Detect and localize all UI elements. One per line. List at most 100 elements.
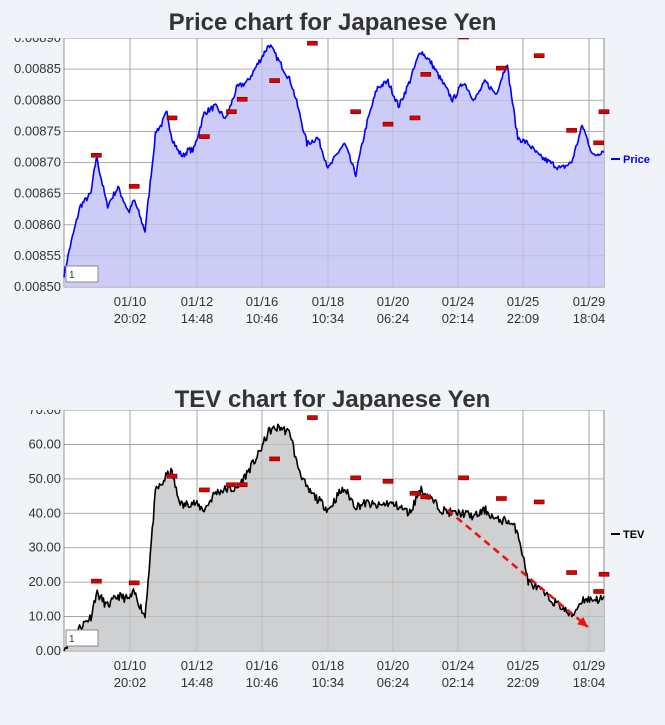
trend-arrow-line [446, 508, 589, 628]
event-marker [91, 152, 102, 158]
event-marker [382, 479, 394, 484]
range-box-label: 1 [69, 634, 75, 645]
event-marker [199, 487, 210, 493]
x-tick-label: 06:24 [377, 311, 410, 326]
x-tick-label: 01/16 [246, 294, 279, 309]
event-marker [166, 473, 178, 479]
range-box [65, 629, 99, 647]
event-marker [350, 475, 361, 481]
x-tick-label: 01/24 [442, 294, 475, 309]
trend-arrow-head [577, 616, 588, 627]
y-tick-label: 0.00880 [14, 92, 61, 107]
y-tick-label: 0.00855 [14, 248, 61, 263]
x-tick-label: 01/25 [507, 658, 540, 673]
series-line [63, 44, 605, 278]
event-marker [91, 578, 102, 584]
event-marker [269, 456, 280, 462]
event-marker [269, 78, 280, 83]
x-tick-label: 02:14 [442, 311, 475, 326]
event-marker [307, 415, 318, 420]
event-marker [166, 115, 178, 121]
event-marker [128, 184, 140, 189]
y-tick-label: 0.00885 [14, 61, 61, 76]
series-line [63, 423, 605, 652]
y-tick-label: 40.00 [28, 505, 61, 520]
price-chart: 0.00850 0.00855 0.00860 0.00865 0.00870 0.008… [14, 38, 650, 326]
event-marker [236, 482, 248, 488]
y-tick-label: 50.00 [28, 471, 61, 486]
series-area-fill [64, 45, 604, 287]
event-marker [420, 494, 432, 500]
y-tick-label: 0.00890 [14, 38, 61, 45]
x-tick-label: 18:04 [573, 311, 606, 326]
x-tick-label: 14:48 [181, 311, 214, 326]
x-tick-label: 01/10 [114, 294, 147, 309]
x-tick-label: 01/25 [507, 294, 540, 309]
range-box [65, 265, 99, 283]
price-chart-title: Price chart for Japanese Yen [168, 9, 497, 36]
event-marker [128, 580, 140, 586]
x-tick-label: 10:46 [246, 675, 279, 690]
y-tick-label: 10.00 [28, 609, 61, 624]
event-marker [350, 109, 361, 114]
event-marker [496, 496, 507, 501]
x-tick-label: 01/29 [573, 658, 606, 673]
x-tick-label: 10:34 [312, 311, 345, 326]
x-tick-label: 18:04 [573, 675, 606, 690]
x-tick-label: 20:02 [114, 675, 147, 690]
x-tick-label: 20:02 [114, 311, 147, 326]
x-tick-label: 10:34 [312, 675, 345, 690]
y-tick-label: 0.00865 [14, 186, 61, 201]
x-tick-label: 01/12 [181, 658, 214, 673]
event-marker [382, 121, 394, 127]
tev-chart: 0.00 10.00 20.00 30.00 40.00 50.00 60.00 70.00 0… [28, 410, 645, 690]
tev-chart-title: TEV chart for Japanese Yen [174, 386, 491, 413]
x-tick-label: 22:09 [507, 675, 540, 690]
x-tick-label: 02:14 [442, 675, 475, 690]
event-marker [598, 571, 610, 577]
event-marker [533, 499, 545, 505]
x-tick-label: 01/16 [246, 658, 279, 673]
y-tick-label: 0.00870 [14, 155, 61, 170]
event-marker [226, 109, 237, 114]
x-tick-label: 01/18 [312, 294, 345, 309]
x-tick-label: 22:09 [507, 311, 540, 326]
y-tick-label: 0.00875 [14, 123, 61, 138]
y-tick-label: 0.00850 [14, 279, 61, 294]
event-marker [420, 72, 432, 77]
event-marker [458, 38, 469, 40]
event-marker [593, 589, 604, 594]
y-tick-label: 30.00 [28, 540, 61, 555]
event-marker [496, 65, 507, 71]
x-tick-label: 01/20 [377, 658, 410, 673]
x-tick-label: 06:24 [377, 675, 410, 690]
x-tick-label: 01/10 [114, 658, 147, 673]
legend-label: TEV [623, 529, 645, 541]
x-tick-label: 01/12 [181, 294, 214, 309]
y-tick-label: 20.00 [28, 574, 61, 589]
event-marker [593, 140, 604, 146]
y-tick-label: 0.00 [36, 643, 61, 658]
x-tick-label: 01/29 [573, 294, 606, 309]
x-tick-label: 01/24 [442, 658, 475, 673]
event-marker [533, 53, 545, 58]
event-marker [566, 570, 577, 575]
event-marker [199, 134, 210, 139]
legend-label: Price [623, 154, 650, 166]
event-marker [598, 109, 610, 114]
event-marker [409, 491, 421, 496]
event-marker [566, 128, 577, 133]
series-area-fill [64, 424, 604, 651]
x-tick-label: 01/20 [377, 294, 410, 309]
event-marker [236, 96, 248, 102]
event-marker [409, 115, 421, 121]
event-marker [458, 475, 469, 481]
range-box-label: 1 [69, 270, 75, 281]
x-tick-label: 14:48 [181, 675, 214, 690]
x-tick-label: 01/18 [312, 658, 345, 673]
y-tick-label: 60.00 [28, 436, 61, 451]
y-tick-label: 70.00 [28, 410, 61, 417]
event-marker [226, 482, 237, 488]
x-tick-label: 10:46 [246, 311, 279, 326]
y-tick-label: 0.00860 [14, 217, 61, 232]
